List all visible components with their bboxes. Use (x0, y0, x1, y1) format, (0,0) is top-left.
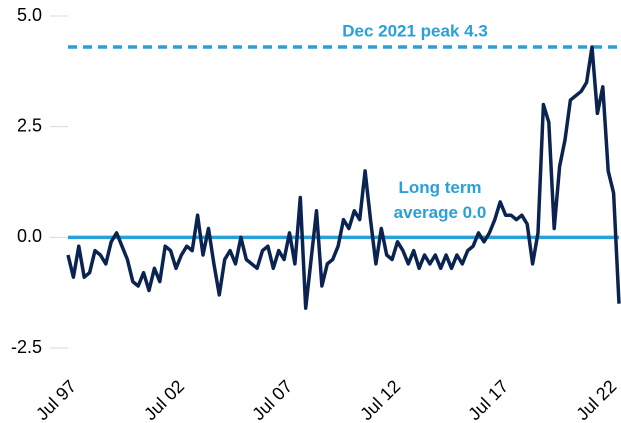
x-tick-label: Jul 97 (32, 376, 80, 423)
y-tick-label: 5.0 (17, 5, 42, 25)
x-tick-label: Jul 12 (356, 376, 404, 423)
annotation: Long term (398, 178, 481, 197)
x-tick-label: Jul 02 (140, 376, 188, 423)
x-tick-label: Jul 22 (572, 376, 620, 423)
y-tick-label: -2.5 (11, 337, 42, 357)
data-line (66, 45, 621, 310)
y-tick-label: 0.0 (17, 226, 42, 246)
annotation: average 0.0 (394, 203, 487, 222)
x-tick-label: Jul 07 (248, 376, 296, 423)
annotation: Dec 2021 peak 4.3 (342, 21, 488, 40)
x-tick-label: Jul 17 (464, 376, 512, 423)
y-tick-label: 2.5 (17, 115, 42, 135)
